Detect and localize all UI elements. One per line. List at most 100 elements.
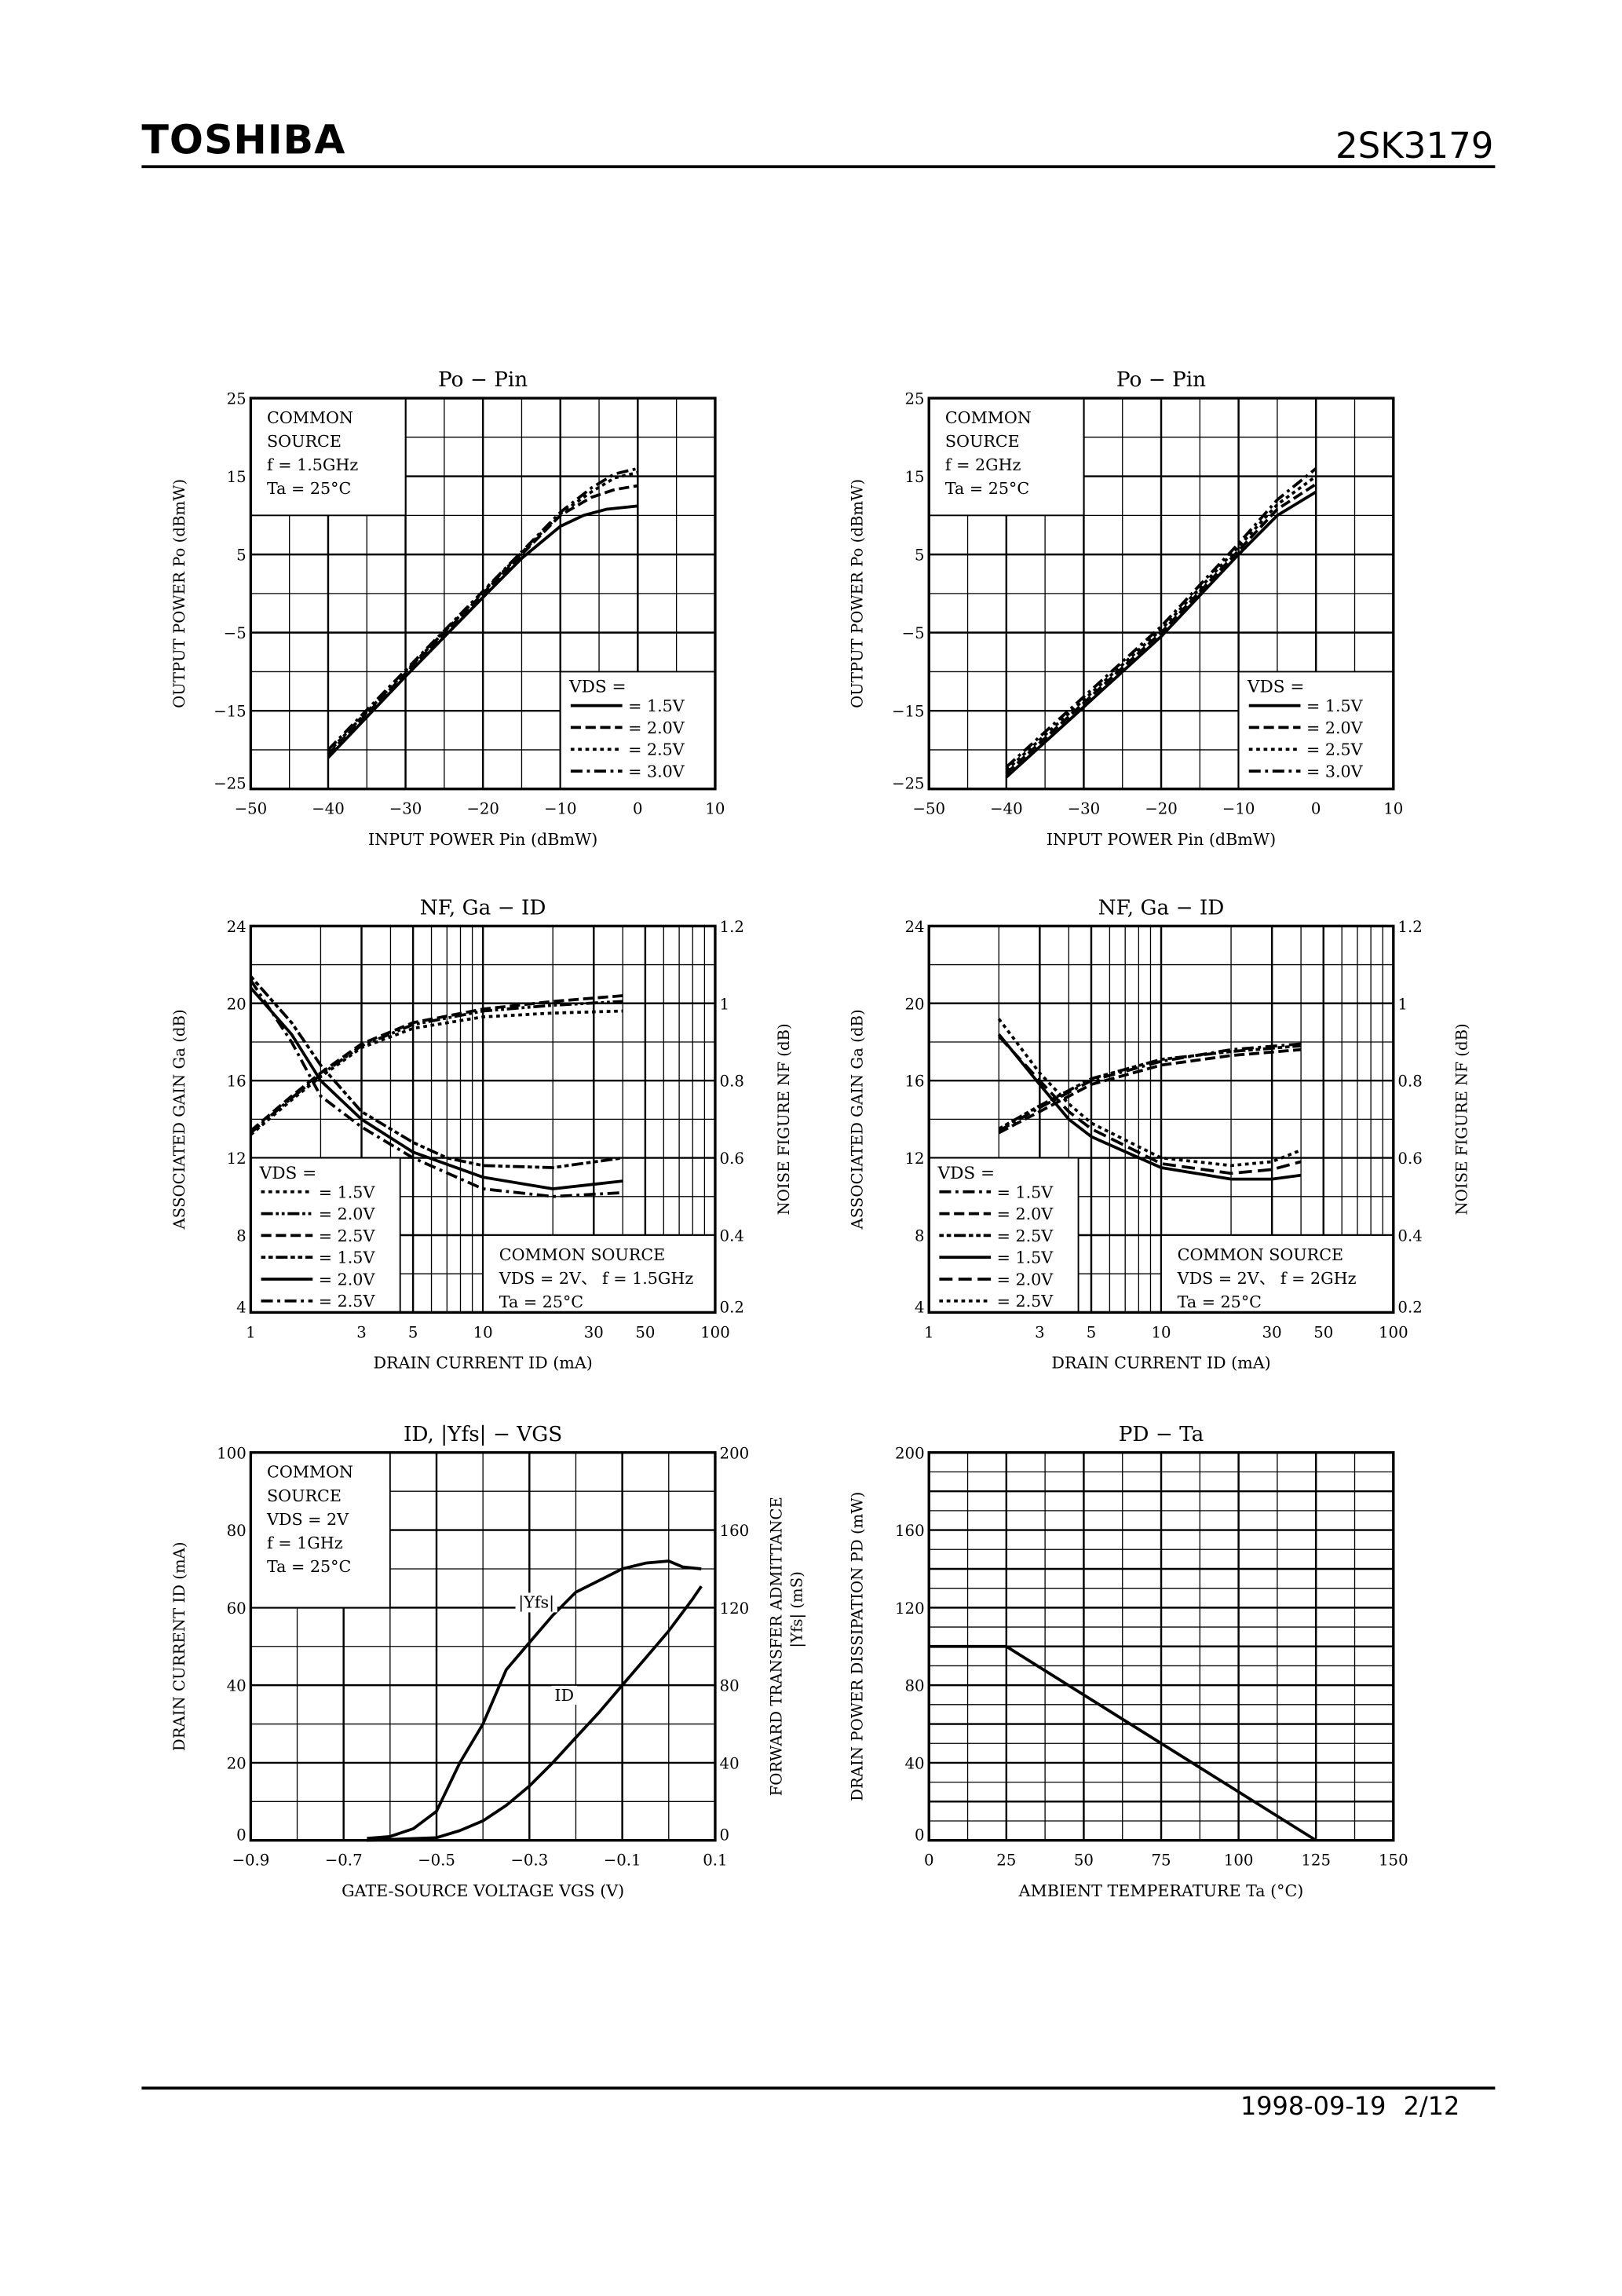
x-tick-label: 150: [1379, 1852, 1408, 1870]
x-axis-label: DRAIN CURRENT ID (mA): [1051, 1354, 1270, 1373]
y-tick-label: 8: [236, 1227, 247, 1245]
x-tick-label: −30: [1068, 800, 1101, 818]
x-tick-label: −40: [990, 800, 1023, 818]
legend-label: = 2.5V: [319, 1227, 376, 1245]
condition-text: Ta = 25°C: [1178, 1292, 1262, 1311]
series-line-2: [250, 1000, 623, 1135]
y2-tick-label: 0.6: [720, 1150, 744, 1168]
legend-label: = 2.5V: [1306, 740, 1364, 759]
y-tick-label: 16: [227, 1073, 247, 1091]
x-tick-label: 3: [1035, 1323, 1045, 1341]
series-line-1: [327, 504, 638, 759]
condition-text: f = 1GHz: [267, 1534, 343, 1552]
x-tick-label: −20: [466, 800, 499, 818]
x-tick-label: −0.9: [232, 1852, 269, 1870]
x-tick-label: −50: [235, 800, 268, 818]
y-axis-label: OUTPUT POWER Po (dBmW): [170, 479, 188, 708]
y-tick-label: 20: [227, 1754, 247, 1772]
legend-label: = 1.5V: [628, 696, 685, 715]
y2-tick-label: 0.2: [1397, 1298, 1422, 1316]
legend-label: = 2.5V: [628, 740, 685, 759]
condition-text: COMMON: [267, 1463, 353, 1482]
curve-label: |Yfs|: [518, 1592, 554, 1612]
chart-title: NF, Ga − ID: [420, 896, 546, 919]
x-tick-label: −20: [1145, 800, 1178, 818]
y-tick-label: 60: [227, 1600, 247, 1618]
legend-label: = 2.5V: [319, 1292, 376, 1311]
footer-page: 2/12: [1404, 2091, 1460, 2121]
x-tick-label: −0.5: [418, 1852, 455, 1870]
y-tick-label: 15: [227, 468, 247, 486]
plot-frame: [249, 1451, 717, 1842]
curve-label: ID: [554, 1686, 574, 1705]
x-tick-label: 50: [1313, 1323, 1333, 1341]
legend-title: VDS =: [568, 678, 627, 697]
y2-axis-label-line2: |Yfs| (mS): [788, 1571, 807, 1648]
y-tick-label: 40: [227, 1677, 247, 1695]
chart-4: NF, Ga − ID DRAIN CURRENT ID (mA) ASSOCIAT…: [849, 896, 1471, 1372]
y-axis-label: DRAIN CURRENT ID (mA): [170, 1541, 188, 1751]
condition-text: VDS = 2V、 f = 2GHz: [1177, 1269, 1357, 1288]
y2-tick-label: 0.4: [1397, 1227, 1422, 1245]
legend-title: VDS =: [1247, 678, 1305, 697]
y-tick-label: 20: [905, 995, 925, 1013]
y2-tick-label: 0.4: [720, 1227, 744, 1245]
series-line-5: [997, 1035, 1302, 1175]
legend-box: [250, 1157, 401, 1314]
condition-text: COMMON: [267, 408, 353, 427]
conditions-box: [482, 1234, 716, 1314]
y-axis-label: DRAIN POWER DISSIPATION PD (mW): [849, 1492, 867, 1801]
x-tick-label: 10: [1151, 1323, 1171, 1341]
x-axis-label: GATE-SOURCE VOLTAGE VGS (V): [342, 1881, 624, 1900]
footer-date: 1998-09-19: [1240, 2091, 1386, 2121]
y-tick-label: 12: [227, 1150, 247, 1168]
y-tick-label: 160: [895, 1522, 925, 1540]
series-line-2: [367, 1585, 703, 1842]
y-tick-label: −25: [214, 775, 247, 793]
series-line-1: [929, 1644, 1317, 1842]
x-tick-label: −10: [1222, 800, 1255, 818]
conditions-box: [928, 397, 1085, 517]
legend-label: = 2.0V: [628, 718, 685, 737]
plot-frame: [927, 924, 1395, 1314]
x-tick-label: 0.1: [703, 1852, 727, 1870]
brand-logo: TOSHIBA: [141, 116, 345, 163]
y-tick-label: 40: [905, 1754, 925, 1772]
y2-tick-label: 1: [720, 995, 730, 1013]
y2-tick-label: 120: [720, 1600, 750, 1618]
legend-label: = 3.0V: [1306, 762, 1364, 781]
y-tick-label: 5: [915, 547, 925, 565]
condition-text: SOURCE: [945, 432, 1020, 451]
conditions-box: [250, 1451, 391, 1609]
condition-text: Ta = 25°C: [267, 479, 351, 498]
legend-title: VDS =: [937, 1164, 995, 1183]
x-tick-label: 30: [1262, 1323, 1282, 1341]
y2-tick-label: 1.2: [1397, 918, 1422, 936]
x-tick-label: 75: [1151, 1852, 1171, 1870]
x-tick-label: 1: [246, 1323, 256, 1341]
condition-text: Ta = 25°C: [499, 1292, 583, 1311]
curve-label-background: [515, 1592, 557, 1613]
series-line-4: [327, 466, 638, 751]
y2-axis-label: NOISE FIGURE NF (dB): [1453, 1023, 1471, 1215]
x-tick-label: −50: [912, 800, 945, 818]
y2-tick-label: 1: [1397, 995, 1408, 1013]
y-tick-label: 20: [227, 995, 247, 1013]
y-tick-label: −25: [892, 775, 925, 793]
y2-tick-label: 0.6: [1397, 1150, 1422, 1168]
y2-tick-label: 80: [720, 1677, 740, 1695]
series-line-4: [997, 1033, 1302, 1181]
chart-3: NF, Ga − ID DRAIN CURRENT ID (mA) ASSOCIAT…: [170, 896, 793, 1372]
y2-tick-label: 0: [720, 1826, 730, 1844]
condition-text: SOURCE: [267, 1486, 342, 1505]
condition-text: COMMON SOURCE: [1178, 1245, 1343, 1264]
curve-label-background: [551, 1685, 577, 1705]
x-tick-label: 125: [1301, 1852, 1331, 1870]
legend-label: = 2.5V: [997, 1292, 1054, 1311]
series-line-5: [249, 986, 623, 1190]
y2-tick-label: 200: [720, 1444, 750, 1462]
y2-axis-label: FORWARD TRANSFER ADMITTANCE: [767, 1497, 785, 1796]
y-tick-label: 8: [915, 1227, 925, 1245]
